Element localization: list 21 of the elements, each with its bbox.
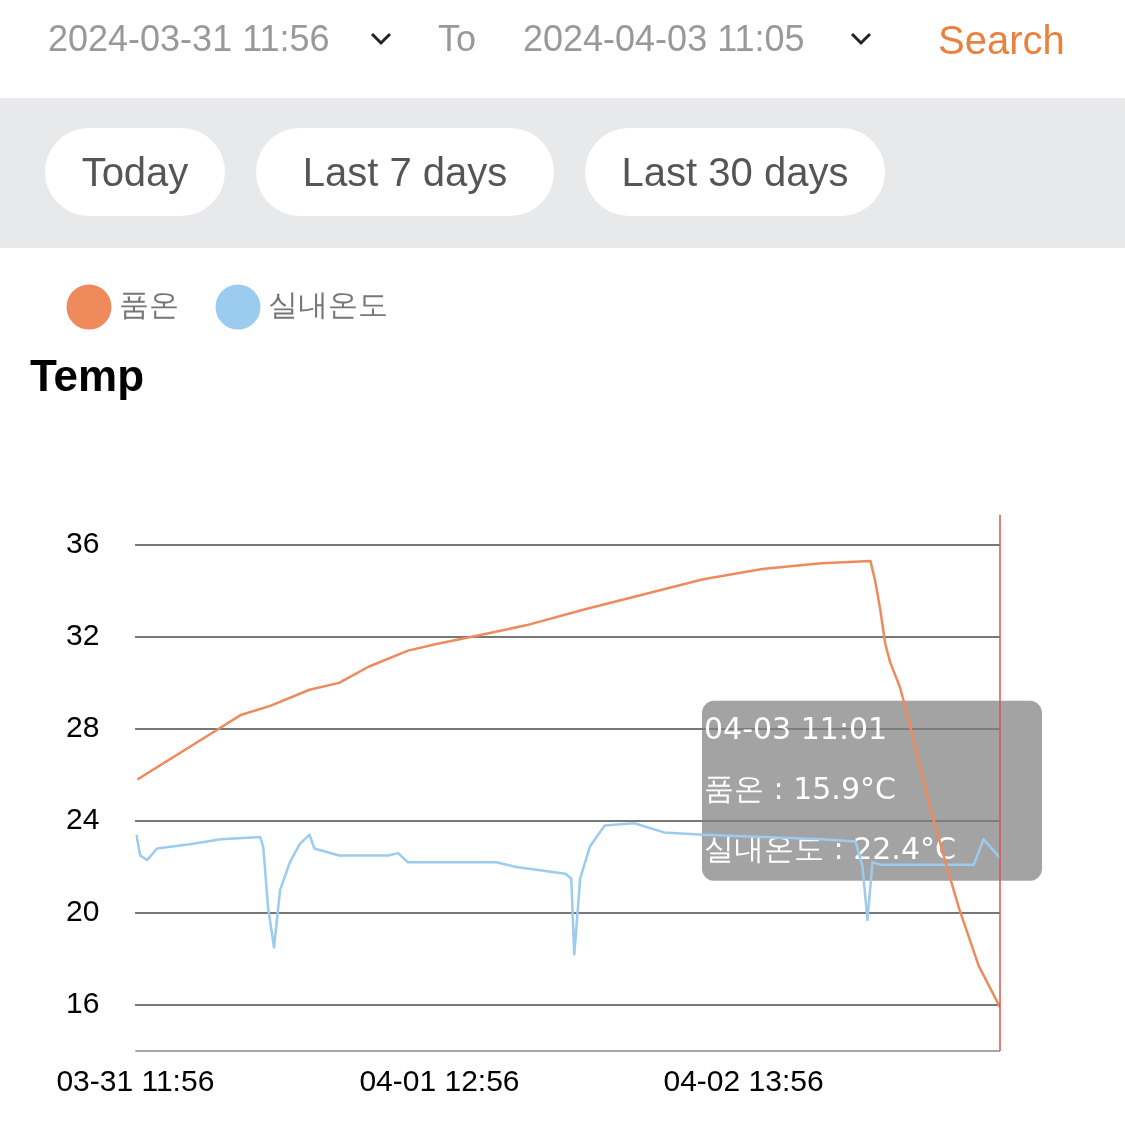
y-tick-label: 28 — [65, 710, 100, 744]
text: Last 7 days — [256, 128, 554, 216]
x-tick-label: 04-01 12:56 — [359, 1064, 520, 1098]
y-tick-label: 16 — [65, 986, 100, 1020]
annotation: 04-03 11:01 — [704, 710, 888, 746]
x-tick-label: 03-31 11:56 — [56, 1064, 215, 1098]
text: To — [438, 18, 477, 60]
text: Last 30 days — [585, 128, 885, 216]
y-tick-label: 36 — [65, 526, 100, 560]
text: 2024-04-03 11:05 — [523, 18, 805, 60]
x-tick-label: 04-02 13:56 — [663, 1064, 824, 1098]
text: Today — [45, 128, 225, 216]
y-tick-label: 24 — [65, 802, 100, 836]
legend-label: 품온 — [119, 286, 179, 322]
chart-title: Temp — [30, 350, 145, 400]
annotation: 품온 : 15.9°C — [704, 770, 896, 806]
y-tick-label: 20 — [65, 894, 100, 928]
text: 2024-03-31 11:56 — [48, 18, 330, 60]
y-tick-label: 32 — [65, 618, 100, 652]
text: Search — [938, 18, 1065, 63]
legend-label: 실내온도 — [268, 286, 388, 322]
